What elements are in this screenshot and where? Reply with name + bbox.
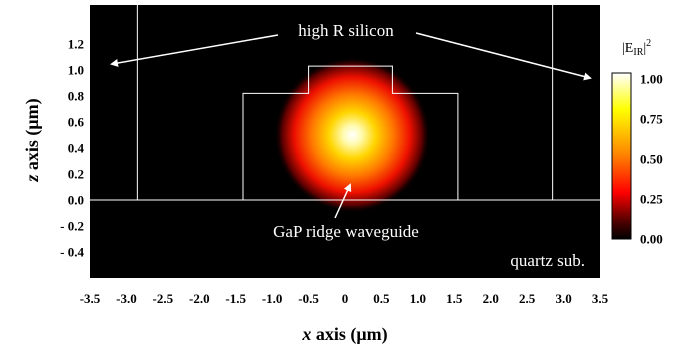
z-tick-label: 0.4 (68, 141, 85, 156)
silicon-label: high R silicon (298, 21, 394, 40)
x-tick-label: -2.5 (153, 291, 174, 306)
x-tick-label: -3.5 (80, 291, 101, 306)
colorbar (611, 72, 632, 240)
substrate-label: quartz sub. (510, 251, 585, 270)
x-tick-label: -0.5 (298, 291, 319, 306)
silicon-arrow-left (110, 34, 279, 67)
z-tick-labels: 1.2 1.0 0.8 0.6 0.4 0.2 0.0 - 0.2 - 0.4 (60, 37, 84, 260)
z-tick-label: - 0.2 (60, 219, 84, 234)
x-tick-labels: -3.5 -3.0 -2.5 -2.0 -1.5 -1.0 -0.5 0 0.5 1.0 1.5 2.… (80, 291, 609, 306)
x-tick-label: 3.0 (555, 291, 571, 306)
colorbar-label: |EIR|2 (622, 38, 651, 58)
z-tick-label: 0.6 (68, 115, 85, 130)
x-tick-label: 1.0 (410, 291, 426, 306)
ridge-label: GaP ridge waveguide (273, 222, 419, 241)
ridge-outline (242, 65, 459, 200)
z-axis-label: z axis (μm) (22, 98, 43, 182)
z-tick-label: - 0.4 (60, 245, 84, 260)
x-tick-label: 0.5 (373, 291, 390, 306)
x-tick-label: -1.0 (262, 291, 283, 306)
silicon-arrow-right (415, 32, 592, 81)
ridge-arrow (334, 183, 352, 219)
colorbar-tick-label: 1.00 (640, 72, 663, 87)
colorbar-tick-label: 0.25 (640, 192, 663, 207)
x-tick-label: 0 (342, 291, 349, 306)
colorbar-tick-labels: 1.00 0.75 0.50 0.25 0.00 (640, 72, 663, 247)
z-tick-label: 1.0 (68, 63, 84, 78)
colorbar-tick-label: 0.00 (640, 232, 663, 247)
x-axis-label: x axis (μm) (301, 324, 387, 345)
x-tick-label: 3.5 (592, 291, 609, 306)
z-tick-label: 0.8 (68, 89, 85, 104)
z-tick-label: 0.0 (68, 193, 84, 208)
x-tick-label: -2.0 (189, 291, 210, 306)
x-tick-label: 2.5 (519, 291, 536, 306)
x-tick-label: -1.5 (225, 291, 246, 306)
colorbar-tick-label: 0.75 (640, 112, 663, 127)
field-intensity-spot (274, 57, 431, 213)
colorbar-tick-label: 0.50 (640, 152, 663, 167)
x-tick-label: -3.0 (116, 291, 137, 306)
x-tick-label: 1.5 (446, 291, 463, 306)
z-tick-label: 1.2 (68, 37, 84, 52)
x-tick-label: 2.0 (483, 291, 499, 306)
z-tick-label: 0.2 (68, 167, 84, 182)
